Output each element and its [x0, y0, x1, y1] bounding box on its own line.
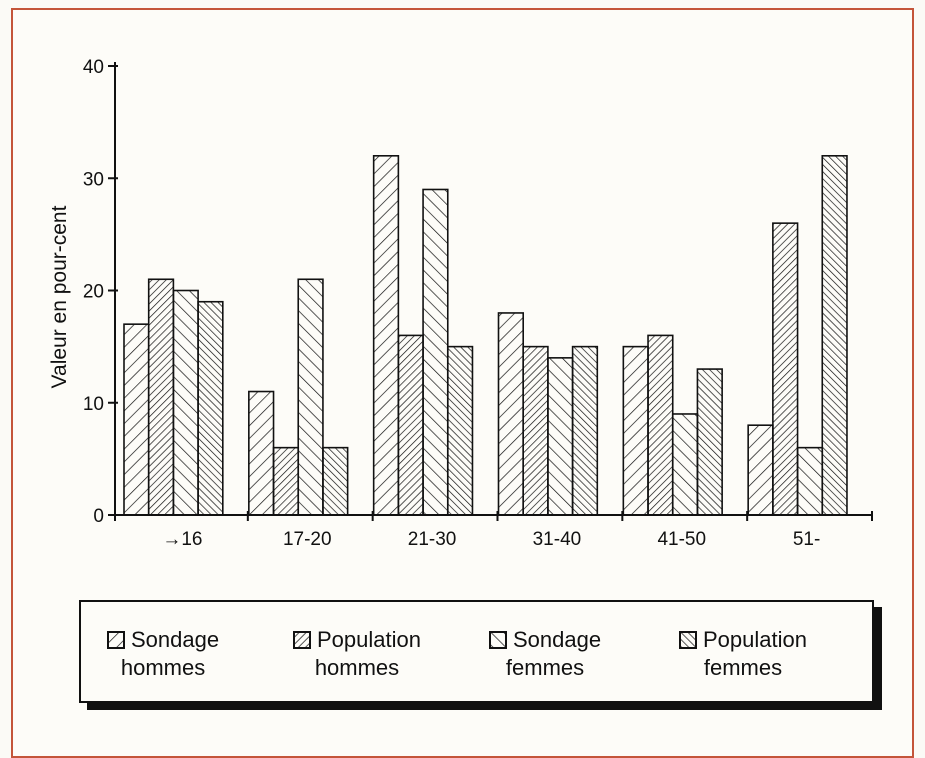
bar-population-femmes — [696, 368, 723, 516]
y-tick-label: 20 — [83, 282, 104, 303]
bar-sondage-femmes — [796, 446, 824, 516]
bar-population-femmes — [197, 300, 224, 516]
bar-population-hommes — [772, 222, 799, 516]
legend-item-population-femmes: Population femmes — [679, 626, 807, 682]
legend-item-sondage-femmes: Sondage femmes — [489, 626, 601, 682]
bar-sondage-hommes — [622, 345, 649, 516]
bar-sondage-hommes — [497, 312, 525, 516]
legend-label-line1: Population — [317, 627, 421, 652]
y-tick-label: 40 — [83, 57, 104, 78]
bar-population-hommes — [147, 278, 175, 516]
legend-label-line2: femmes — [703, 655, 783, 680]
bar-sondage-femmes — [297, 278, 324, 516]
x-tick-label: 31-40 — [533, 529, 582, 550]
x-tick-label: 17-20 — [283, 529, 332, 550]
bar-sondage-hommes — [248, 390, 275, 516]
legend-label-line1: Sondage — [131, 627, 220, 652]
bar-chart: 0 10 20 30 40 →16 17-20 21-30 31-40 41-50 51- Vale… — [48, 57, 873, 550]
legend-item-population-hommes: Population hommes — [293, 626, 421, 682]
dense-forward-diagonal-swatch-icon — [679, 631, 697, 649]
axes-group: 0 10 20 30 40 →16 17-20 21-30 31-40 41-50 51- — [83, 57, 873, 550]
y-tick-label: 10 — [83, 394, 104, 415]
bar-population-hommes — [647, 334, 674, 516]
legend-label-line1: Population — [703, 627, 807, 652]
bar-population-femmes — [322, 446, 349, 516]
y-tick-label: 30 — [83, 169, 104, 190]
y-axis-label: Valeur en pour-cent — [48, 205, 71, 388]
x-tick-label: 51- — [793, 529, 820, 550]
back-diagonal-swatch-icon — [107, 631, 125, 649]
dense-back-diagonal-swatch-icon — [293, 631, 311, 649]
bar-sondage-hommes — [747, 424, 774, 516]
legend-label-line2: femmes — [505, 655, 585, 680]
bar-population-hommes — [397, 334, 424, 516]
bar-sondage-femmes — [671, 413, 699, 516]
legend-label-line2: hommes — [314, 655, 400, 680]
bar-sondage-femmes — [547, 357, 574, 516]
legend-label-line2: hommes — [120, 655, 206, 680]
bar-sondage-femmes — [172, 289, 199, 516]
bar-sondage-hommes — [372, 155, 400, 516]
bar-population-femmes — [821, 155, 848, 516]
x-tick-label: 41-50 — [657, 529, 706, 550]
bar-sondage-femmes — [422, 188, 449, 516]
bar-population-hommes — [272, 446, 300, 516]
bars-group — [123, 155, 848, 516]
bar-sondage-hommes — [123, 323, 150, 516]
legend: Sondage hommes Population hommes Sondage… — [79, 600, 874, 703]
forward-diagonal-swatch-icon — [489, 631, 507, 649]
legend-label-line1: Sondage — [513, 627, 602, 652]
bar-population-femmes — [446, 345, 474, 516]
bar-population-femmes — [571, 345, 599, 516]
y-tick-label: 0 — [93, 506, 104, 527]
legend-item-sondage-hommes: Sondage hommes — [107, 626, 219, 682]
x-tick-label: 21-30 — [408, 529, 457, 550]
x-tick-label: →16 — [162, 529, 202, 550]
bar-population-hommes — [522, 345, 549, 516]
